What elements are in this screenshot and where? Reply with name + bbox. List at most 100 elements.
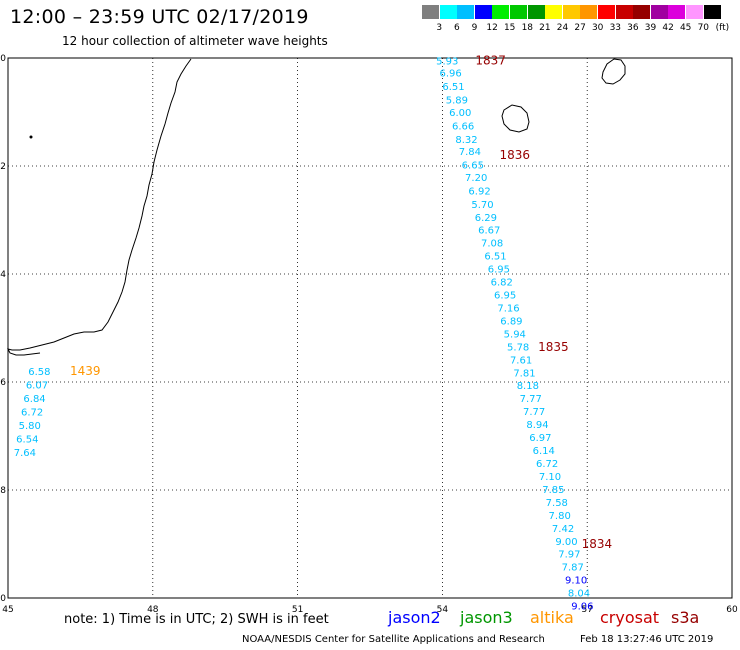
wave-height-label: 6.96 [439,69,461,80]
colorbar-label: 18 [521,23,534,33]
reunion-island [501,104,530,133]
wave-height-label: 8.04 [568,589,590,600]
wave-height-label: 7.80 [549,511,571,522]
wave-height-label: 5.70 [471,200,493,211]
wave-height-label: 6.51 [442,82,464,93]
colorbar-label: 70 [697,23,710,33]
y-tick-label: -30 [0,594,6,604]
wave-height-label: 6.89 [500,316,522,327]
y-tick-label: -28 [0,486,6,496]
pass-time-label: 1837 [475,54,506,68]
colorbar-swatch [492,5,510,19]
y-tick-label: -26 [0,378,6,388]
y-axis-labels: -20 -22 -24 -26 -28 -30 [0,54,6,604]
coastlines [7,58,626,356]
wave-height-label: 6.95 [494,291,516,302]
x-tick-label: 54 [437,605,449,615]
colorbar-label: 42 [662,23,674,33]
wave-height-label: 7.85 [542,485,564,496]
madagascar-coastline [7,58,192,356]
wave-height-label: 6.65 [462,160,484,171]
wave-height-label: 6.67 [478,226,500,237]
colorbar-swatch [580,5,598,19]
colorbar-swatch [439,5,457,19]
colorbar-label: 33 [609,23,622,33]
wave-height-label: 6.72 [21,408,43,419]
wave-height-label: 6.82 [491,278,513,289]
colorbar-label: 39 [644,23,657,33]
colorbar-label: 27 [574,23,586,33]
colorbar-label: 24 [556,23,569,33]
colorbar-label: 21 [539,23,551,33]
x-tick-label: 57 [581,605,592,615]
wave-height-label: 6.29 [475,213,497,224]
wave-height-label: 9.00 [555,537,577,548]
wave-height-label: 5.78 [507,342,529,353]
wave-height-label: 7.77 [520,394,542,405]
colorbar-swatch [668,5,686,19]
wave-height-label: 6.54 [16,435,38,446]
graticule [8,58,732,598]
wave-height-label: 8.94 [526,420,548,431]
colorbar-label: 30 [591,23,604,33]
wave-height-label: 5.80 [19,421,41,432]
colorbar-swatch [422,5,439,19]
wave-height-label: 6.66 [452,122,474,133]
islet [29,135,33,139]
pass-time-label: 1439 [70,364,101,378]
wave-height-label: 7.58 [546,498,568,509]
wave-height-label: 6.14 [533,446,555,457]
wave-height-label: 7.20 [465,173,487,184]
colorbar-swatch [562,5,580,19]
wave-height-label: 7.16 [497,303,519,314]
colorbar-label: 15 [503,23,516,33]
colorbar-swatch [703,5,721,19]
colorbar-label: 6 [454,23,460,33]
x-tick-label: 48 [147,605,159,615]
wave-height-label: 6.58 [28,367,50,378]
wave-height-label: 9.10 [565,576,587,587]
colorbar-label: 36 [627,23,639,33]
wave-height-label: 6.97 [529,433,551,444]
credit-line: NOAA/NESDIS Center for Satellite Applica… [242,634,545,645]
wave-height-label: 7.08 [481,239,503,250]
legend-item-4: s3a [671,608,700,627]
legend-item-0: jason2 [388,608,441,627]
wave-height-label: 7.10 [539,472,561,483]
wave-height-label: 7.87 [562,563,584,574]
y-tick-label: -20 [0,54,6,64]
wave-height-label: 5.89 [446,96,468,107]
x-axis-labels: 45 48 51 54 57 60 [2,605,738,615]
wave-height-label: 6.00 [449,108,471,119]
wave-height-label: 6.92 [468,186,490,197]
legend-item-1: jason3 [460,608,513,627]
wave-height-label: 7.77 [523,407,545,418]
map-title: 12:00 – 23:59 UTC 02/17/2019 [10,6,309,28]
y-tick-label: -22 [0,162,6,172]
map-subtitle: 12 hour collection of altimeter wave hei… [62,34,328,48]
colorbar-swatch [633,5,651,19]
colorbar-label: 9 [471,23,478,33]
wave-height-label: 7.42 [552,524,574,535]
wave-height-label: 6.51 [484,252,506,263]
wave-height-label: 6.07 [26,381,48,392]
wave-height-label: 7.84 [459,147,481,158]
wave-height-label: 8.32 [455,135,477,146]
wave-height-label: 7.64 [14,448,36,459]
pass-time-label: 1835 [538,340,569,354]
legend-item-3: cryosat [600,608,660,627]
pass-time-label: 1836 [500,148,531,162]
mauritius-island [601,58,626,85]
colorbar-swatch [650,5,668,19]
wave-height-label: 8.18 [517,381,539,392]
colorbar-swatch [457,5,475,19]
colorbar-label: 45 [679,23,692,33]
colorbar-swatch [545,5,563,19]
wave-height-label: 6.84 [23,394,45,405]
wave-height-label: 7.81 [513,368,535,379]
colorbar-swatch [510,5,527,19]
wave-height-label: 6.72 [536,459,558,470]
colorbar-swatch [527,5,545,19]
x-tick-label: 60 [726,605,738,615]
